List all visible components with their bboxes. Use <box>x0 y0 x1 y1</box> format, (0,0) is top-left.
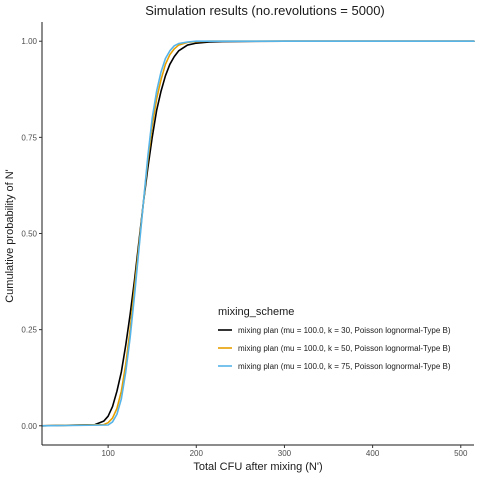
x-tick-label: 400 <box>366 449 380 458</box>
x-tick-label: 500 <box>454 449 468 458</box>
x-axis-title: Total CFU after mixing (N') <box>193 461 322 473</box>
legend-label-1: mixing plan (mu = 100.0, k = 30, Poisson… <box>238 326 451 335</box>
plot-area: 0.00 0.25 0.50 0.75 1.00 100 200 300 400 500 <box>21 22 475 458</box>
legend-entries: mixing plan (mu = 100.0, k = 30, Poisson… <box>218 326 451 371</box>
series-line-1 <box>41 40 475 427</box>
y-axis-ticks: 0.00 0.25 0.50 0.75 1.00 <box>21 37 42 431</box>
legend-label-3: mixing plan (mu = 100.0, k = 75, Poisson… <box>238 362 451 371</box>
x-tick-label: 200 <box>190 449 204 458</box>
legend-title: mixing_scheme <box>218 306 294 318</box>
y-tick-label: 1.00 <box>21 37 37 46</box>
legend: mixing_scheme mixing plan (mu = 100.0, k… <box>218 306 451 371</box>
series-line-3 <box>41 40 475 427</box>
x-tick-label: 100 <box>101 449 115 458</box>
y-axis-title: Cumulative probability of N' <box>4 169 16 303</box>
legend-label-2: mixing plan (mu = 100.0, k = 50, Poisson… <box>238 344 451 353</box>
y-tick-label: 0.00 <box>21 422 37 431</box>
y-tick-label: 0.50 <box>21 230 37 239</box>
series-lines <box>41 40 475 427</box>
y-tick-label: 0.25 <box>21 326 37 335</box>
x-axis-ticks: 100 200 300 400 500 <box>101 445 468 458</box>
chart-title: Simulation results (no.revolutions = 500… <box>145 3 385 18</box>
y-tick-label: 0.75 <box>21 133 37 142</box>
x-tick-label: 300 <box>278 449 292 458</box>
